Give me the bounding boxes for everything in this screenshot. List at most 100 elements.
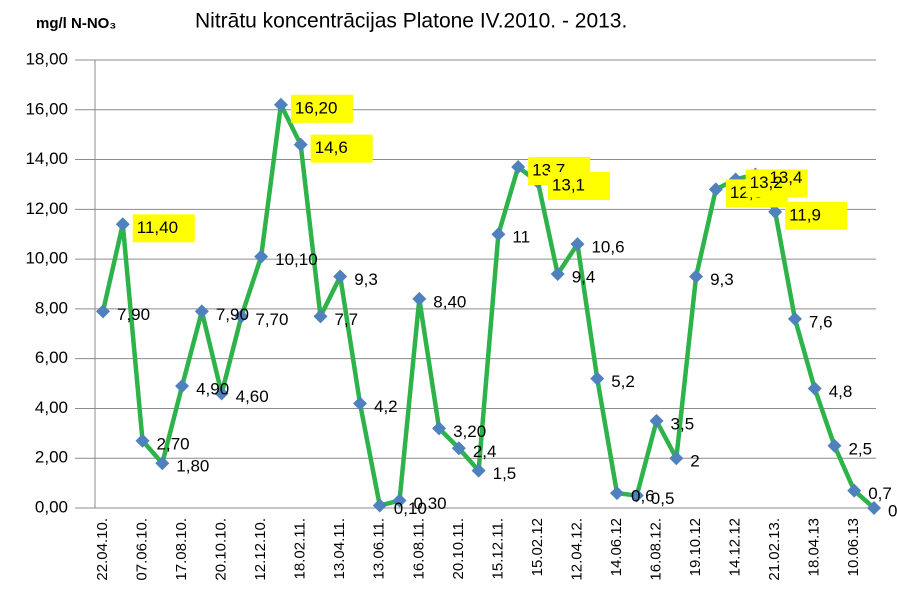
y-tick-label: 6,00 bbox=[35, 348, 68, 367]
data-label: 11,40 bbox=[137, 218, 178, 237]
x-tick-label: 07.06.10. bbox=[134, 518, 151, 581]
marker bbox=[96, 304, 110, 319]
y-tick-label: 2,00 bbox=[35, 448, 68, 467]
label-highlight bbox=[785, 201, 848, 230]
marker bbox=[570, 237, 585, 252]
data-label: 5,2 bbox=[611, 372, 635, 391]
data-label: 7,7 bbox=[334, 310, 358, 329]
data-label: 13,2 bbox=[750, 173, 783, 192]
label-highlight bbox=[745, 169, 808, 198]
x-tick-label: 18.02.11. bbox=[292, 518, 309, 579]
marker bbox=[669, 451, 684, 466]
data-label: 2,4 bbox=[473, 442, 497, 461]
x-tick-label: 13.04.11. bbox=[331, 518, 348, 579]
x-tick-label: 19.10.12 bbox=[687, 518, 704, 576]
data-label: 7,90 bbox=[216, 305, 249, 324]
marker bbox=[155, 456, 170, 471]
x-tick-label: 16.08.12. bbox=[648, 518, 665, 581]
marker bbox=[768, 204, 783, 219]
marker bbox=[333, 269, 348, 284]
x-tick-label: 18.04.13 bbox=[806, 518, 823, 576]
y-axis-label: mg/l N-NO₃ bbox=[36, 15, 116, 32]
marker bbox=[273, 97, 288, 112]
data-label: 3,5 bbox=[671, 414, 695, 433]
data-label: 10,10 bbox=[275, 250, 318, 269]
marker bbox=[550, 267, 565, 282]
x-tick-label: 22.04.10. bbox=[94, 518, 111, 581]
marker bbox=[807, 381, 822, 396]
data-label: 10,6 bbox=[591, 238, 624, 257]
marker bbox=[787, 311, 802, 326]
data-label: 0,10 bbox=[394, 499, 427, 518]
data-label: 4,8 bbox=[829, 382, 853, 401]
x-tick-label: 12.12.10. bbox=[252, 518, 269, 581]
line bbox=[100, 102, 876, 510]
marker bbox=[649, 413, 664, 428]
x-tick-label: 15.12.11. bbox=[489, 518, 506, 579]
marker bbox=[214, 386, 229, 401]
data-label: 16,20 bbox=[295, 98, 338, 117]
data-label: 4,90 bbox=[196, 380, 229, 399]
y-tick-label: 0,00 bbox=[35, 497, 68, 516]
y-tick-label: 4,00 bbox=[35, 398, 68, 417]
chart-title: Nitrātu koncentrācijas Platone IV.2010. … bbox=[195, 10, 627, 33]
data-label: 11,9 bbox=[789, 205, 821, 224]
marker bbox=[511, 160, 526, 175]
marker bbox=[135, 433, 150, 448]
marker bbox=[412, 291, 427, 306]
marker bbox=[590, 371, 605, 386]
data-label: 9,4 bbox=[572, 268, 596, 287]
y-tick-label: 14,00 bbox=[25, 149, 68, 168]
x-tick-label: 15.02.12 bbox=[529, 518, 546, 576]
marker bbox=[432, 421, 447, 436]
data-label: 0,7 bbox=[868, 484, 892, 503]
data-label: 2,70 bbox=[157, 434, 190, 453]
marker bbox=[867, 501, 881, 515]
x-tick-label: 10.06.13 bbox=[845, 518, 862, 576]
data-label: 9,3 bbox=[710, 270, 734, 289]
marker bbox=[689, 269, 704, 284]
y-tick-label: 18,00 bbox=[25, 49, 68, 68]
label-highlight bbox=[290, 94, 353, 123]
x-tick-label: 14.12.12 bbox=[727, 518, 744, 576]
x-tick-label: 20.10.10. bbox=[213, 518, 230, 581]
x-tick-label: 13.06.11. bbox=[371, 518, 388, 579]
x-tick-label: 14.06.12 bbox=[608, 518, 625, 576]
marker bbox=[353, 396, 367, 411]
marker bbox=[115, 217, 130, 232]
x-tick-label: 16.08.11. bbox=[410, 518, 427, 579]
data-label: 13,4 bbox=[769, 168, 802, 187]
marker bbox=[313, 309, 328, 324]
data-label: 8,40 bbox=[433, 292, 466, 311]
data-label: 0,6 bbox=[631, 487, 655, 506]
marker bbox=[471, 463, 486, 478]
marker bbox=[451, 441, 466, 456]
data-label: 4,60 bbox=[236, 387, 269, 406]
y-tick-label: 16,00 bbox=[25, 99, 68, 118]
y-tick-label: 12,00 bbox=[25, 199, 68, 218]
data-label: 0 bbox=[888, 501, 897, 520]
marker bbox=[254, 249, 269, 264]
data-label: 2 bbox=[690, 452, 699, 471]
data-label: 2,5 bbox=[848, 439, 872, 458]
data-label: 13,1 bbox=[552, 175, 585, 194]
y-tick-label: 8,00 bbox=[35, 298, 68, 317]
label-highlight bbox=[310, 134, 373, 163]
data-label: 1,5 bbox=[493, 464, 517, 483]
data-label: 7,6 bbox=[809, 312, 833, 331]
data-label: 14,6 bbox=[315, 138, 348, 157]
data-label: 3,20 bbox=[453, 422, 486, 441]
marker bbox=[708, 182, 723, 197]
marker bbox=[610, 486, 624, 501]
data-label: 0,30 bbox=[414, 494, 447, 513]
x-tick-label: 20.10.11. bbox=[450, 518, 467, 579]
marker bbox=[293, 137, 308, 152]
marker bbox=[629, 488, 644, 503]
label-highlight bbox=[132, 214, 195, 243]
data-label: 11 bbox=[512, 228, 530, 247]
data-label: 7,90 bbox=[117, 305, 150, 324]
data-label: 4,2 bbox=[374, 397, 398, 416]
marker bbox=[392, 493, 407, 508]
label-highlight bbox=[547, 171, 610, 200]
